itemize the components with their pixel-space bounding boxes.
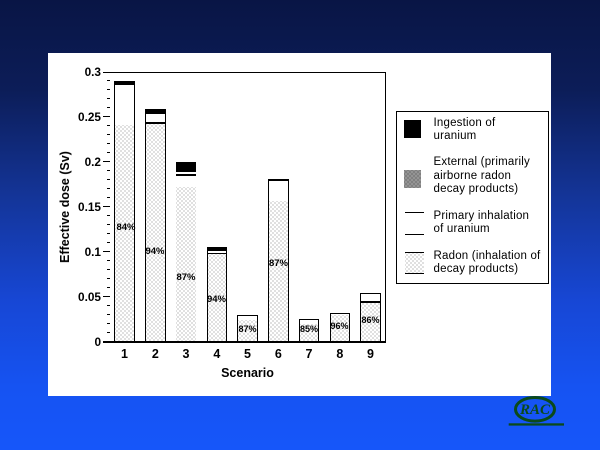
svg-text:RAC: RAC [519, 402, 551, 418]
